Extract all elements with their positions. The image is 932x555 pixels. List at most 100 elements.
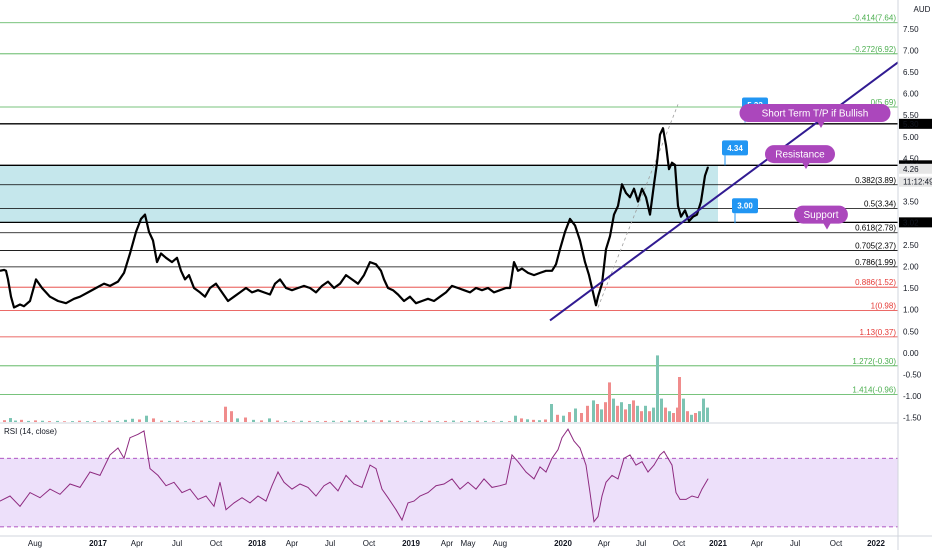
rsi-point — [376, 468, 377, 469]
price-point — [144, 214, 145, 215]
rsi-point — [708, 478, 709, 479]
rsi-point — [574, 441, 575, 442]
volume-bar — [550, 404, 553, 422]
x-tick-label: Jul — [790, 539, 800, 548]
y-tick-label: 2.00 — [903, 262, 919, 271]
volume-bar — [3, 420, 6, 422]
rsi-point — [396, 509, 397, 510]
volume-bar — [184, 421, 187, 422]
volume-bar — [300, 421, 303, 422]
volume-bar — [682, 399, 685, 422]
rsi-point — [558, 449, 559, 450]
price-point — [451, 285, 452, 286]
rsi-point — [110, 454, 111, 455]
volume-bar — [20, 420, 23, 422]
price-point — [65, 303, 66, 304]
price-label-text: 4.26 — [903, 165, 919, 174]
price-point — [315, 292, 316, 293]
rsi-point — [250, 502, 251, 503]
volume-bar — [500, 421, 503, 422]
price-point — [7, 279, 8, 280]
rsi-point — [618, 478, 619, 479]
volume-bar — [34, 420, 37, 422]
y-tick-label: 6.00 — [903, 90, 919, 99]
price-point — [269, 294, 270, 295]
price-point — [574, 225, 575, 226]
x-tick-label: Apr — [286, 539, 299, 548]
rsi-point — [594, 521, 595, 522]
price-point — [684, 210, 685, 211]
volume-bar — [690, 415, 693, 422]
volume-bar — [612, 399, 615, 422]
volume-bar — [686, 411, 689, 422]
volume-bar — [276, 421, 279, 422]
price-point — [357, 283, 358, 284]
volume-bar — [224, 407, 227, 422]
y-tick-label: 0.50 — [903, 327, 919, 336]
price-point — [680, 216, 681, 217]
volume-bar — [640, 411, 643, 422]
price-point — [79, 296, 80, 297]
price-point — [584, 262, 585, 263]
rsi-point — [40, 497, 41, 498]
price-point — [180, 270, 181, 271]
rsi-legend-label: RSI (14, close) — [4, 427, 57, 436]
rsi-point — [562, 437, 563, 438]
price-point — [499, 290, 500, 291]
rsi-point — [118, 448, 119, 449]
rsi-point — [598, 516, 599, 517]
price-axis-panel[interactable] — [898, 0, 932, 550]
price-point — [696, 214, 697, 215]
fib-level-label: 1(0.98) — [871, 302, 897, 311]
rsi-point — [330, 482, 331, 483]
fib-level-label: 0.786(1.99) — [855, 258, 896, 267]
rsi-point — [580, 448, 581, 449]
volume-bar — [160, 421, 163, 422]
rsi-point — [408, 502, 409, 503]
volume-bar — [568, 412, 571, 422]
price-point — [469, 292, 470, 293]
volume-bar — [702, 399, 705, 422]
rsi-point — [70, 484, 71, 485]
volume-bar — [412, 421, 415, 422]
price-point — [625, 192, 626, 193]
price-point — [521, 268, 522, 269]
y-tick-label: -1.00 — [903, 392, 922, 401]
rsi-point — [518, 461, 519, 462]
price-point — [421, 300, 422, 301]
rsi-point — [512, 454, 513, 455]
price-label-text: 3.02 — [903, 218, 919, 227]
rsi-point — [100, 475, 101, 476]
rsi-point — [444, 484, 445, 485]
volume-bar — [652, 408, 655, 422]
volume-bar — [698, 411, 701, 422]
price-point — [641, 188, 642, 189]
y-tick-label: 7.00 — [903, 46, 919, 55]
price-point — [383, 279, 384, 280]
price-point — [409, 296, 410, 297]
x-tick-label: Jul — [325, 539, 335, 548]
rsi-point — [664, 451, 665, 452]
price-point — [209, 287, 210, 288]
y-tick-label: 3.50 — [903, 198, 919, 207]
price-point — [309, 287, 310, 288]
rsi-point — [10, 496, 11, 497]
rsi-point — [346, 475, 347, 476]
price-point — [176, 257, 177, 258]
price-point — [152, 240, 153, 241]
price-point — [656, 162, 657, 163]
price-point — [245, 287, 246, 288]
price-point — [188, 274, 189, 275]
x-tick-label: 2022 — [867, 539, 885, 548]
price-point — [339, 283, 340, 284]
rsi-point — [534, 478, 535, 479]
annotation-text: Resistance — [775, 150, 825, 161]
rsi-point — [546, 472, 547, 473]
price-label-text: 11:12:49 — [903, 178, 932, 187]
volume-bar — [131, 419, 134, 422]
fib-level-label: -0.272(6.92) — [852, 45, 896, 54]
y-tick-label: -0.50 — [903, 370, 922, 379]
rsi-point — [648, 472, 649, 473]
